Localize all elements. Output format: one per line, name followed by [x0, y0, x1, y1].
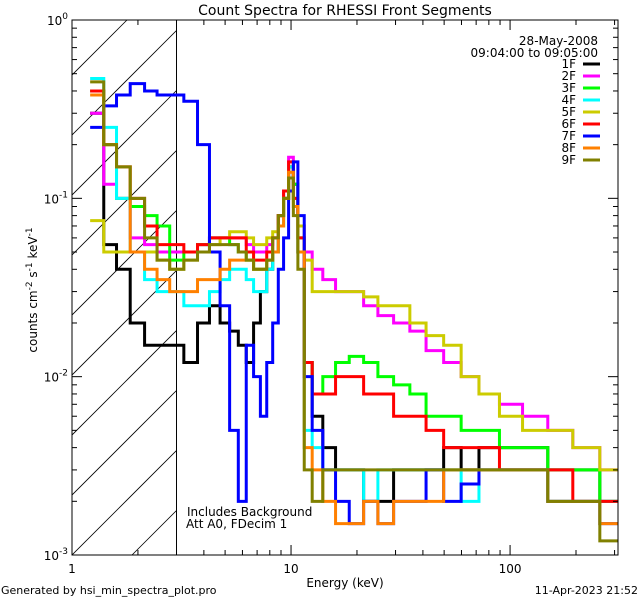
y-tick-label: 100 [47, 12, 68, 28]
legend-label-9F: 9F [561, 153, 576, 167]
annotation-time: 09:04:00 to 09:05:00 [471, 46, 598, 60]
legend-label-4F: 4F [561, 93, 576, 107]
legend-label-3F: 3F [561, 81, 576, 95]
chart-title: Count Spectra for RHESSI Front Segments [198, 3, 492, 19]
legend-label-2F: 2F [561, 69, 576, 83]
hatch-line [72, 20, 128, 76]
hatch-line [72, 20, 248, 196]
series-line-6F [90, 89, 618, 503]
footer-generated-by: Generated by hsi_min_spectra_plot.pro [1, 584, 217, 597]
hatch-line [0, 20, 7, 555]
legend-label-5F: 5F [561, 105, 576, 119]
footer-timestamp: 11-Apr-2023 21:52 [535, 584, 638, 597]
legend-label-8F: 8F [561, 141, 576, 155]
y-axis-label: counts cm-2 s-1 keV-1 [25, 227, 40, 352]
y-tick-label: 10-3 [44, 547, 68, 563]
x-tick-label: 10 [283, 562, 298, 576]
legend-label-1F: 1F [561, 57, 576, 71]
note-attenuator: Att A0, FDecim 1 [186, 517, 287, 531]
hatch-line [72, 20, 188, 136]
x-tick-label: 100 [499, 562, 522, 576]
legend-label-7F: 7F [561, 129, 576, 143]
series-line-9F [90, 80, 618, 543]
hatched-region [0, 20, 618, 555]
note-background: Includes Background [187, 505, 312, 519]
annotation-date: 28-May-2008 [519, 34, 598, 48]
plot-frame [71, 19, 619, 556]
y-tick-label: 10-1 [44, 190, 68, 206]
legend-label-6F: 6F [561, 117, 576, 131]
hatch-mask [176, 20, 618, 555]
y-tick-label: 10-2 [44, 369, 68, 385]
x-tick-label: 1 [68, 562, 76, 576]
x-axis-label: Energy (keV) [306, 576, 383, 590]
